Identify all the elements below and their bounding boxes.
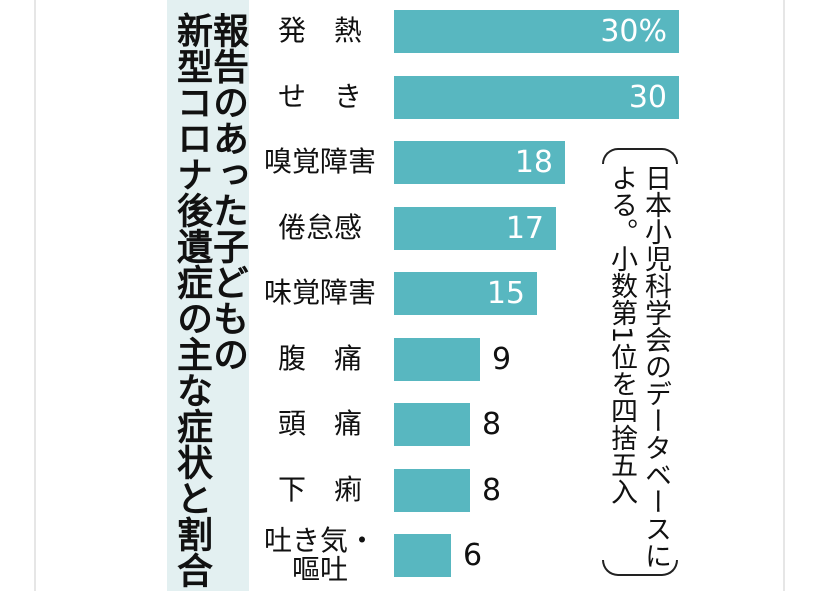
category-label: 腹 痛 [277, 342, 362, 375]
category-label: 吐き気・ 嘔吐 [263, 524, 376, 586]
bar [394, 207, 556, 250]
category-label: 頭 痛 [277, 407, 362, 440]
source-note: 日本小児科学会のデータベースに よる。小数第1位を四捨五入 [600, 148, 678, 576]
note-bracket-top [602, 148, 678, 164]
bar [394, 272, 537, 315]
note-line-2: よる。小数第1位を四捨五入 [606, 164, 637, 506]
data-label: 17 [505, 211, 544, 246]
title-panel [167, 0, 249, 591]
data-label: 8 [482, 473, 502, 508]
data-label: 30% [600, 14, 667, 49]
category-label: 倦怠感 [277, 211, 362, 244]
category-label: 発 熱 [277, 14, 362, 47]
right-divider [783, 0, 785, 591]
bar [394, 338, 480, 381]
left-divider [34, 0, 36, 591]
data-label: 30 [628, 80, 667, 115]
category-label: せ き [277, 80, 362, 113]
data-label: 15 [486, 276, 525, 311]
bar [394, 469, 470, 512]
category-label: 下 痢 [277, 473, 362, 506]
data-label: 9 [492, 342, 512, 377]
bar [394, 76, 679, 119]
data-label: 6 [463, 538, 483, 573]
bar [394, 403, 470, 446]
category-label: 味覚障害 [263, 276, 376, 309]
data-label: 18 [514, 145, 553, 180]
bar [394, 141, 565, 184]
bar [394, 10, 679, 53]
category-label: 嗅覚障害 [263, 145, 376, 178]
chart-title-line-2: 新型コロナ後遺症の主な症状と割合 [171, 12, 212, 588]
data-label: 8 [482, 407, 502, 442]
bar [394, 534, 451, 577]
note-line-1: 日本小児科学会のデータベースに [640, 164, 671, 569]
chart-title-line-1: 報告のあった子どもの [207, 12, 248, 372]
note-bracket-bottom [602, 560, 678, 576]
